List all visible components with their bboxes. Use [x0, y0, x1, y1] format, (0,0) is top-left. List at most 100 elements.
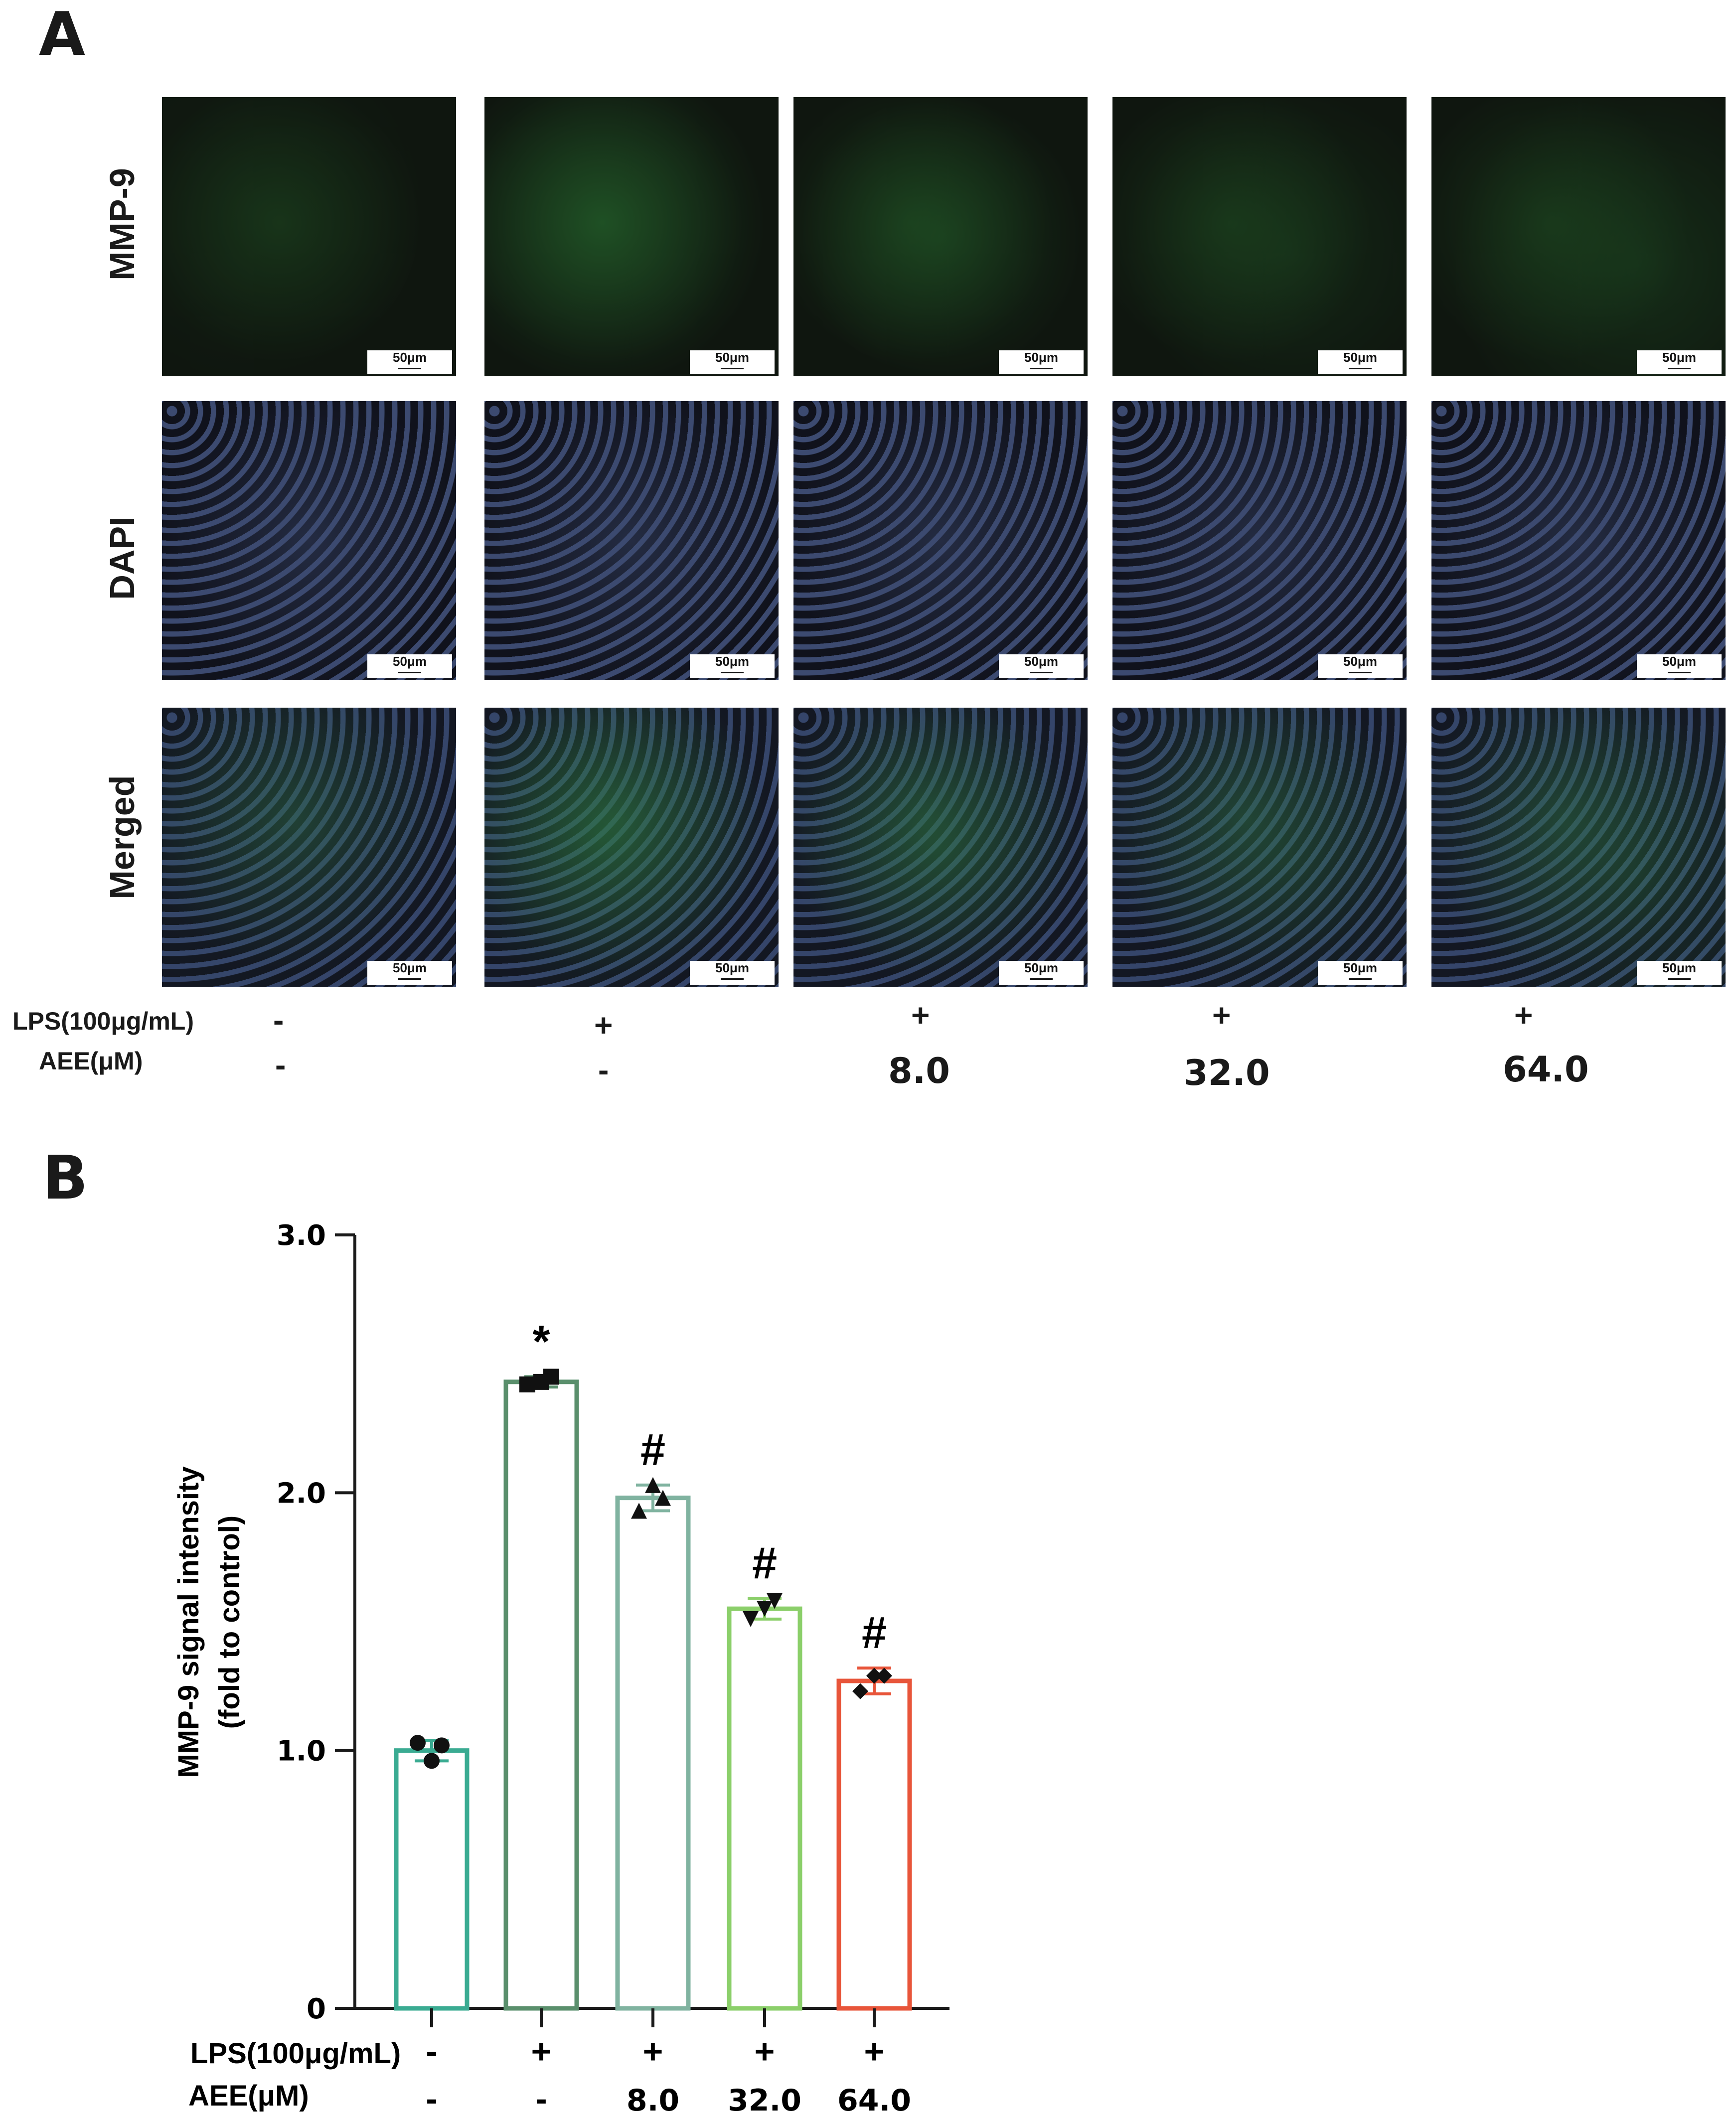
lps-value-4: +	[1212, 997, 1231, 1033]
lps-category-value: +	[643, 2032, 663, 2071]
lps-category-value: +	[755, 2032, 775, 2071]
scale-bar-line	[1668, 672, 1691, 673]
scale-bar: 50μm	[367, 350, 452, 374]
data-point	[533, 1373, 549, 1390]
aee-category-value: -	[426, 2079, 437, 2118]
lps-category-value: -	[426, 2032, 437, 2071]
scale-bar: 50μm	[1637, 961, 1722, 985]
lps-value-5: +	[1514, 997, 1533, 1033]
aee-value-3: 8.0	[888, 1051, 950, 1091]
data-point	[655, 1490, 671, 1506]
aee-category-value: -	[535, 2079, 547, 2118]
aee-category-value: 64.0	[837, 2083, 911, 2118]
bar	[394, 1748, 470, 2011]
micrograph-mmp9-2: 50μm	[484, 97, 779, 376]
micrograph-merged-4: 50μm	[1112, 708, 1407, 987]
micrograph-dapi-1: 50μm	[162, 401, 456, 680]
scale-bar-line	[398, 368, 421, 369]
micrograph-merged-2: 50μm	[484, 708, 779, 987]
scale-bar-line	[721, 368, 744, 369]
lps-value-1: -	[273, 1002, 284, 1038]
scale-bar: 50μm	[367, 961, 452, 985]
data-point	[631, 1503, 647, 1519]
y-tick-label: 1.0	[277, 1735, 326, 1768]
scale-bar: 50μm	[690, 961, 775, 985]
scale-bar: 50μm	[1318, 654, 1403, 678]
y-tick-label: 3.0	[277, 1219, 326, 1252]
aee-category-value: 32.0	[728, 2083, 801, 2118]
scale-bar-line	[1668, 978, 1691, 980]
data-point	[519, 1376, 535, 1393]
panel-b-letter: B	[42, 1144, 88, 1213]
micrograph-mmp9-3: 50μm	[793, 97, 1088, 376]
scale-bar: 50μm	[1318, 350, 1403, 374]
micrograph-dapi-2: 50μm	[484, 401, 779, 680]
data-point	[767, 1593, 783, 1609]
scale-bar-line	[721, 672, 744, 673]
micrograph-merged-5: 50μm	[1431, 708, 1726, 987]
aee-row-label: AEE(μM)	[39, 1047, 143, 1075]
micrograph-mmp9-1: 50μm	[162, 97, 456, 376]
lps-value-3: +	[911, 997, 930, 1033]
scale-bar-line	[1668, 368, 1691, 369]
scale-bar-line	[1349, 368, 1372, 369]
bar	[727, 1606, 802, 2011]
data-point	[876, 1667, 892, 1684]
bar	[836, 1678, 912, 2011]
micrograph-mmp9-5: 50μm	[1431, 97, 1726, 376]
scale-bar-line	[1349, 978, 1372, 980]
scale-bar: 50μm	[690, 350, 775, 374]
aee-row-title: AEE(μM)	[188, 2080, 309, 2112]
scale-bar: 50μm	[999, 350, 1084, 374]
scale-bar-line	[398, 978, 421, 980]
scale-bar: 50μm	[1318, 961, 1403, 985]
scale-bar-line	[1349, 672, 1372, 673]
micrograph-merged-1: 50μm	[162, 708, 456, 987]
y-tick-label: 0	[307, 1993, 326, 2025]
micrograph-dapi-4: 50μm	[1112, 401, 1407, 680]
y-axis-title-line1: MMP-9 signal intensity	[172, 1466, 205, 1778]
lps-value-2: +	[594, 1007, 613, 1043]
significance-mark: #	[752, 1538, 777, 1588]
bar	[503, 1379, 579, 2011]
micrograph-dapi-5: 50μm	[1431, 401, 1726, 680]
aee-value-5: 64.0	[1503, 1049, 1589, 1090]
scale-bar: 50μm	[1637, 350, 1722, 374]
data-point	[434, 1737, 450, 1754]
micrograph-merged-3: 50μm	[793, 708, 1088, 987]
data-point	[852, 1683, 868, 1699]
lps-category-value: +	[531, 2032, 552, 2071]
data-point	[410, 1735, 426, 1751]
scale-bar-line	[1030, 672, 1053, 673]
significance-mark: #	[862, 1608, 887, 1658]
data-point	[743, 1611, 759, 1627]
scale-bar-line	[1030, 368, 1053, 369]
aee-value-1: -	[275, 1047, 286, 1083]
scale-bar-line	[398, 672, 421, 673]
y-tick-label: 2.0	[277, 1477, 326, 1510]
aee-category-value: 8.0	[627, 2083, 679, 2118]
significance-mark: *	[532, 1317, 550, 1367]
scale-bar-line	[721, 978, 744, 980]
lps-row-title: LPS(100μg/mL)	[190, 2037, 401, 2070]
lps-category-value: +	[864, 2032, 885, 2071]
scale-bar: 50μm	[367, 654, 452, 678]
lps-row-label: LPS(100μg/mL)	[12, 1007, 194, 1035]
scale-bar: 50μm	[999, 654, 1084, 678]
micrograph-mmp9-4: 50μm	[1112, 97, 1407, 376]
significance-mark: #	[640, 1425, 665, 1475]
scale-bar: 50μm	[999, 961, 1084, 985]
y-axis-title-line2: (fold to control)	[213, 1515, 246, 1729]
data-point	[645, 1477, 661, 1493]
scale-bar: 50μm	[690, 654, 775, 678]
micrograph-dapi-3: 50μm	[793, 401, 1088, 680]
aee-value-2: -	[598, 1052, 609, 1088]
aee-value-4: 32.0	[1184, 1053, 1270, 1093]
panel-a-letter: A	[39, 0, 85, 69]
data-point	[757, 1601, 773, 1617]
bar	[615, 1496, 691, 2011]
scale-bar-line	[1030, 978, 1053, 980]
data-point	[866, 1667, 882, 1684]
data-point	[424, 1753, 440, 1769]
